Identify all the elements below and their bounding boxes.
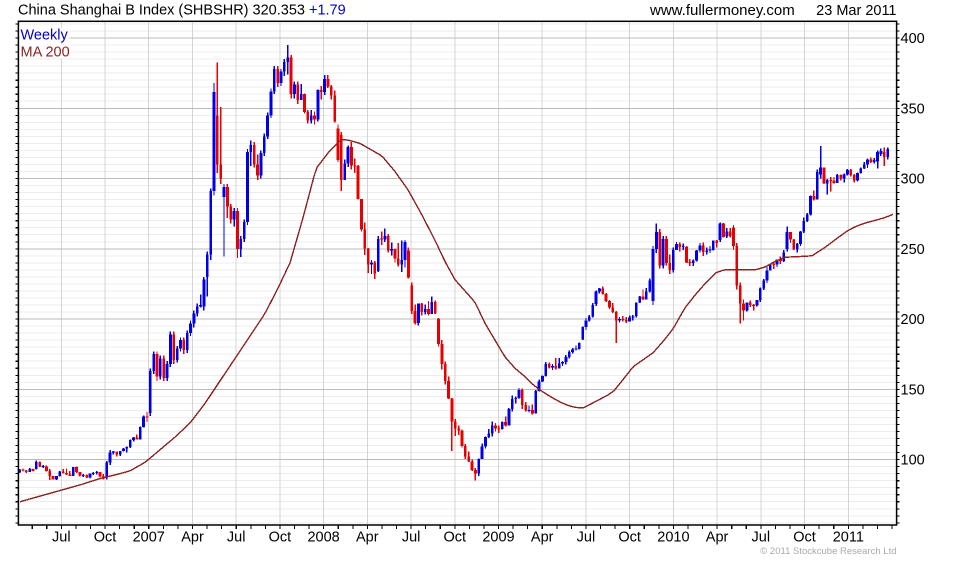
svg-text:100: 100 [901,453,925,469]
svg-text:Apr: Apr [181,530,204,546]
svg-text:Apr: Apr [356,530,379,546]
svg-text:2011: 2011 [833,530,864,546]
svg-text:Apr: Apr [531,530,554,546]
svg-text:200: 200 [901,312,925,328]
svg-text:250: 250 [901,242,925,258]
svg-text:2007: 2007 [133,530,165,546]
svg-text:Oct: Oct [444,530,467,546]
svg-text:Jul: Jul [402,530,421,546]
svg-text:Oct: Oct [94,530,117,546]
svg-text:Weekly: Weekly [21,28,69,44]
svg-text:MA 200: MA 200 [21,45,70,61]
svg-text:Jul: Jul [227,530,246,546]
svg-text:23 Mar 2011: 23 Mar 2011 [816,3,896,19]
svg-text:2010: 2010 [657,530,689,546]
svg-text:Oct: Oct [793,530,816,546]
svg-text:350: 350 [901,101,925,117]
svg-text:2009: 2009 [482,530,514,546]
svg-text:400: 400 [901,31,925,47]
svg-text:Oct: Oct [269,530,292,546]
svg-text:300: 300 [901,172,925,188]
svg-text:China Shanghai B Index (SHBSHR: China Shanghai B Index (SHBSHR) 320.353 … [18,3,346,19]
svg-text:Jul: Jul [752,530,771,546]
svg-text:© 2011 Stockcube Research Ltd: © 2011 Stockcube Research Ltd [760,546,896,557]
svg-text:Jul: Jul [577,530,596,546]
svg-text:2008: 2008 [307,530,339,546]
svg-text:Apr: Apr [706,530,729,546]
svg-text:Jul: Jul [52,530,71,546]
svg-text:150: 150 [901,382,925,398]
svg-text:www.fullermoney.com: www.fullermoney.com [649,2,795,19]
svg-text:Oct: Oct [618,530,641,546]
